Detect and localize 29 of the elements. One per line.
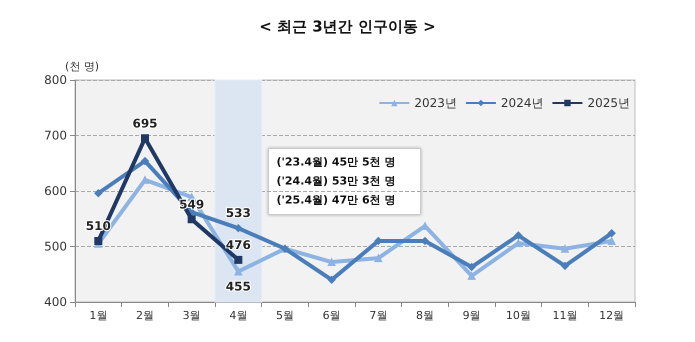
annotation: ('25.4월) 47만 6천 명 [276, 194, 396, 206]
data-label: 455 [226, 279, 251, 294]
x-tick-label: 9월 [462, 309, 481, 322]
data-label: 476 [226, 238, 251, 252]
x-tick-label: 4월 [229, 309, 248, 322]
chart-title: < 최근 3년간 인구이동 > [259, 18, 436, 36]
legend-label: 2024년 [500, 96, 544, 110]
x-tick-label: 12월 [599, 309, 624, 322]
annotation: ('23.4월) 45만 5천 명 [276, 156, 396, 168]
y-tick-label: 600 [44, 184, 67, 198]
x-tick-label: 2월 [136, 309, 154, 322]
x-tick-label: 1월 [89, 309, 108, 322]
x-tick-label: 11월 [552, 309, 578, 322]
x-tick-label: 7월 [369, 309, 388, 322]
x-tick-label: 6월 [322, 309, 341, 322]
x-tick-label: 3월 [182, 309, 201, 322]
y-axis-title: (천 명) [65, 60, 100, 73]
y-tick-label: 800 [44, 73, 67, 87]
annotation: ('24.4월) 53만 3천 명 [276, 174, 396, 188]
x-tick-label: 5월 [276, 309, 294, 322]
y-tick-label: 400 [44, 295, 67, 309]
y-tick-label: 700 [44, 128, 67, 142]
data-label: 695 [132, 116, 158, 130]
legend-label: 2025년 [587, 96, 630, 110]
x-tick-label: 10월 [506, 309, 531, 322]
data-label: 533 [226, 206, 251, 220]
y-tick-label: 500 [44, 240, 67, 254]
legend-label: 2023년 [414, 96, 457, 110]
x-tick-label: 8월 [416, 309, 434, 322]
